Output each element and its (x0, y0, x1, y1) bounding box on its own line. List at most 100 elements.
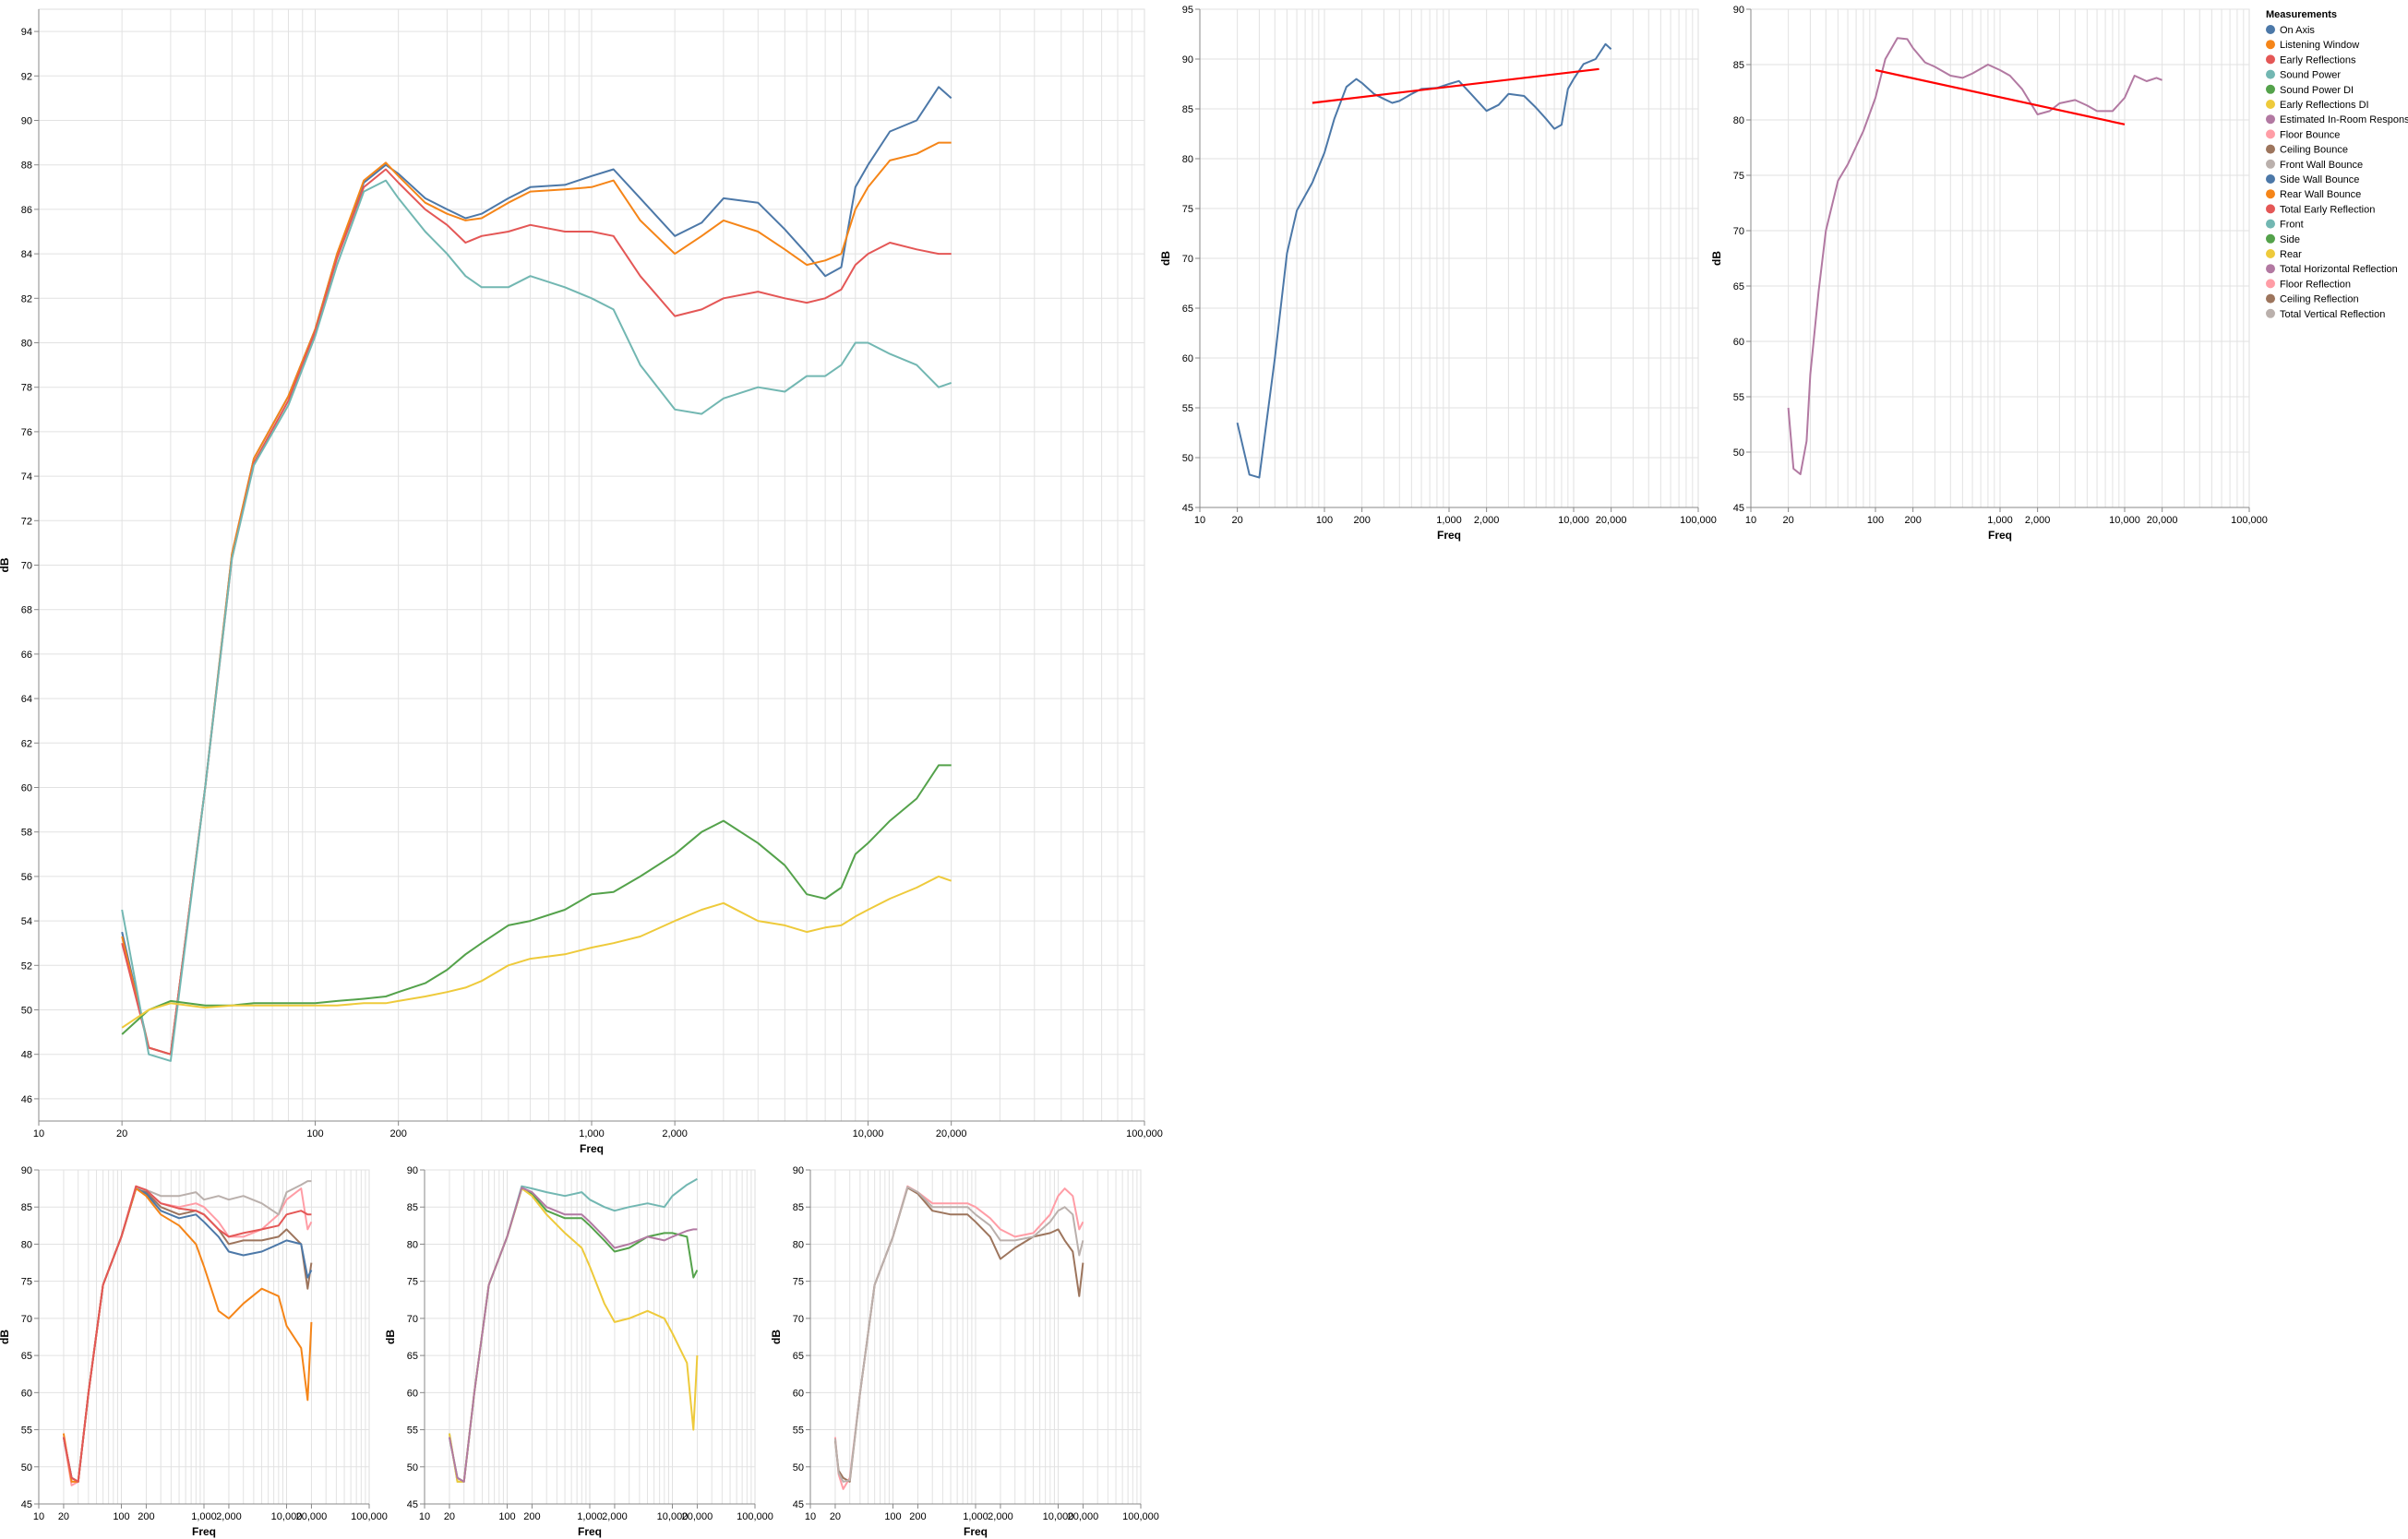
y-tick-label: 65 (21, 1351, 32, 1362)
y-tick-label: 75 (21, 1277, 32, 1288)
x-tick-label: 100,000 (737, 1511, 773, 1522)
legend-title: Measurements (2266, 9, 2337, 20)
legend-swatch (2266, 189, 2275, 199)
x-grid (834, 1170, 1138, 1504)
y-tick-label: 50 (793, 1462, 804, 1473)
y-tick-label: 90 (1733, 5, 1744, 16)
legend-swatch (2266, 144, 2275, 154)
y-tick-label: 70 (793, 1314, 804, 1325)
x-tick-label: 2,000 (216, 1511, 242, 1522)
y-tick-label: 65 (407, 1351, 418, 1362)
legend-label: Rear (2280, 249, 2302, 260)
x-tick-label: 20 (1232, 515, 1243, 526)
legend-item: Front (2266, 219, 2304, 231)
x-tick-label: 10,000 (271, 1511, 303, 1522)
y-tick-label: 90 (21, 116, 32, 127)
x-tick-label: 200 (523, 1511, 540, 1522)
y-tick-label: 80 (793, 1239, 804, 1250)
legend-item: Floor Bounce (2266, 129, 2340, 140)
legend-swatch (2266, 129, 2275, 139)
x-grid (1788, 9, 2245, 507)
y-tick-label: 74 (21, 471, 32, 483)
legend-swatch (2266, 233, 2275, 244)
x-tick-label: 100,000 (1126, 1128, 1163, 1139)
legend-swatch (2266, 249, 2275, 258)
y-tick-label: 85 (1182, 104, 1193, 115)
x-tick-label: 20 (58, 1511, 69, 1522)
x-tick-label: 10 (33, 1511, 44, 1522)
x-grid (63, 1170, 366, 1504)
legend-item: Rear (2266, 249, 2302, 260)
legend-swatch (2266, 84, 2275, 94)
y-tick-label: 85 (1733, 60, 1744, 71)
y-tick-label: 50 (21, 1006, 32, 1017)
y-tick-label: 80 (21, 1239, 32, 1250)
legend-label: Total Vertical Reflection (2280, 309, 2385, 320)
series-total-early-reflection (62, 1185, 312, 1483)
legend-label: Sound Power (2280, 70, 2341, 81)
x-axis-title: Freq (192, 1525, 216, 1538)
y-tick-label: 70 (407, 1314, 418, 1325)
y-tick-label: 90 (407, 1165, 418, 1176)
y-tick-label: 80 (1182, 154, 1193, 165)
y-tick-label: 94 (21, 27, 32, 38)
x-tick-label: 1,000 (963, 1511, 988, 1522)
y-axis-title: dB (1159, 251, 1172, 266)
x-tick-label: 100 (113, 1511, 129, 1522)
x-tick-label: 10,000 (1558, 515, 1589, 526)
y-tick-label: 62 (21, 738, 32, 749)
x-tick-label: 1,000 (579, 1128, 605, 1139)
y-tick-label: 75 (1182, 204, 1193, 215)
legend-item: Ceiling Reflection (2266, 293, 2359, 305)
y-tick-label: 65 (793, 1351, 804, 1362)
legend-label: Total Horizontal Reflection (2280, 264, 2398, 275)
y-tick-label: 70 (1733, 226, 1744, 237)
x-tick-label: 10 (805, 1511, 816, 1522)
y-tick-label: 60 (407, 1388, 418, 1399)
y-tick-label: 92 (21, 71, 32, 82)
y-tick-label: 58 (21, 828, 32, 839)
y-tick-label: 80 (1733, 115, 1744, 126)
y-tick-label: 80 (407, 1239, 418, 1250)
legend-label: Sound Power DI (2280, 85, 2354, 96)
y-tick-label: 60 (21, 1388, 32, 1399)
series-listening-window (121, 141, 952, 1056)
trend-line (1312, 67, 1599, 104)
legend-swatch (2266, 264, 2275, 274)
y-tick-label: 85 (793, 1202, 804, 1213)
legend-item: Ceiling Bounce (2266, 144, 2348, 156)
y-tick-label: 46 (21, 1094, 32, 1105)
legend-swatch (2266, 40, 2275, 50)
x-tick-label: 20 (116, 1128, 127, 1139)
x-tick-label: 200 (1353, 515, 1370, 526)
y-axis-title: dB (0, 557, 11, 572)
legend-item: Side Wall Bounce (2266, 174, 2359, 185)
legend-item: On Axis (2266, 25, 2315, 36)
y-tick-label: 45 (407, 1499, 418, 1510)
legend-swatch (2266, 159, 2275, 169)
y-tick-label: 76 (21, 427, 32, 438)
y-tick-label: 56 (21, 872, 32, 883)
legend-label: Floor Reflection (2280, 279, 2351, 290)
series-sound-power-di (121, 764, 952, 1035)
legend-swatch (2266, 54, 2275, 65)
x-tick-label: 100 (498, 1511, 515, 1522)
x-tick-label: 10 (419, 1511, 430, 1522)
legend-item: Floor Reflection (2266, 279, 2351, 290)
legend-swatch (2266, 308, 2275, 318)
legend-item: Estimated In-Room Response (2266, 114, 2408, 125)
y-tick-label: 48 (21, 1050, 32, 1061)
trend-line (1875, 68, 2126, 125)
y-axis-title: dB (1710, 251, 1723, 266)
y-axis-title: dB (0, 1330, 11, 1344)
legend-label: Front Wall Bounce (2280, 160, 2363, 171)
x-tick-label: 100 (884, 1511, 901, 1522)
y-axis-title: dB (384, 1330, 397, 1344)
charts-layer: 10 20 100 200 1,000 2,000 10,000 20,000 100,0004… (0, 5, 2268, 1538)
x-tick-label: 2,000 (988, 1511, 1013, 1522)
x-tick-label: 1,000 (1436, 515, 1462, 526)
x-tick-label: 100,000 (1122, 1511, 1159, 1522)
x-tick-label: 10 (1745, 515, 1756, 526)
